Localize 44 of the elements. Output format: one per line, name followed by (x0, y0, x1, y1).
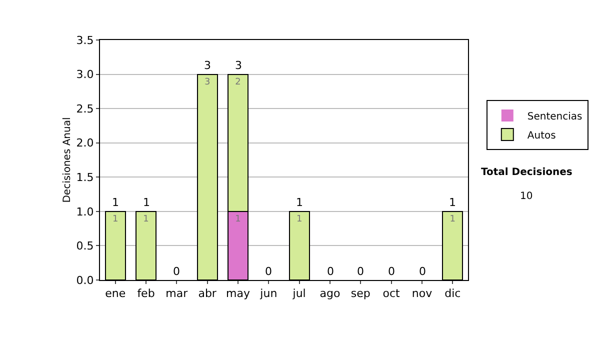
legend-label: Autos (527, 130, 556, 142)
x-tick-label: ago (320, 287, 340, 300)
total-label: 3 (204, 59, 211, 72)
x-tick-label: feb (137, 287, 155, 300)
x-tick-label: mar (166, 287, 188, 300)
data-label: 2 (235, 77, 241, 88)
x-tick-label: sep (350, 287, 370, 300)
data-label: 3 (204, 77, 210, 88)
total-label: 1 (112, 196, 119, 209)
total-label: 0 (173, 265, 180, 278)
y-tick-label: 0.5 (76, 240, 94, 253)
legend-label: Sentencias (527, 111, 582, 122)
total-label: 1 (143, 196, 150, 209)
y-tick-label: 1.0 (76, 205, 94, 218)
y-tick-label: 2.0 (76, 136, 94, 150)
x-tick-label: ene (105, 287, 126, 300)
total-label: 3 (235, 59, 242, 72)
x-tick-label: abr (198, 287, 217, 300)
data-label: 1 (450, 214, 456, 224)
data-label: 1 (235, 214, 241, 224)
data-label: 1 (112, 214, 118, 224)
y-tick-label: 1.5 (76, 170, 94, 184)
x-tick-label: oct (382, 287, 401, 300)
x-tick-label: jul (292, 287, 306, 300)
total-label: 0 (265, 265, 272, 278)
x-tick-label: nov (412, 287, 433, 300)
x-tick-label: dic (444, 287, 461, 300)
total-label: 0 (357, 265, 364, 278)
y-tick-label: 0.0 (76, 274, 94, 287)
x-tick-label: may (226, 287, 250, 300)
text: Total Decisiones (481, 167, 572, 178)
x-tick-label: jun (259, 287, 278, 300)
data-label: 1 (143, 214, 149, 224)
total-label: 0 (388, 265, 395, 278)
total-label: 1 (296, 196, 303, 209)
y-axis-title: Decisiones Anual (62, 117, 73, 203)
y-tick-label: 3.5 (76, 34, 94, 47)
total-label: 0 (327, 265, 334, 278)
text: 10 (520, 191, 533, 202)
total-label: 0 (419, 265, 426, 278)
y-tick-label: 2.5 (76, 102, 94, 116)
data-label: 1 (296, 214, 302, 224)
y-tick-label: 3.0 (76, 68, 94, 82)
total-label: 1 (449, 196, 456, 209)
